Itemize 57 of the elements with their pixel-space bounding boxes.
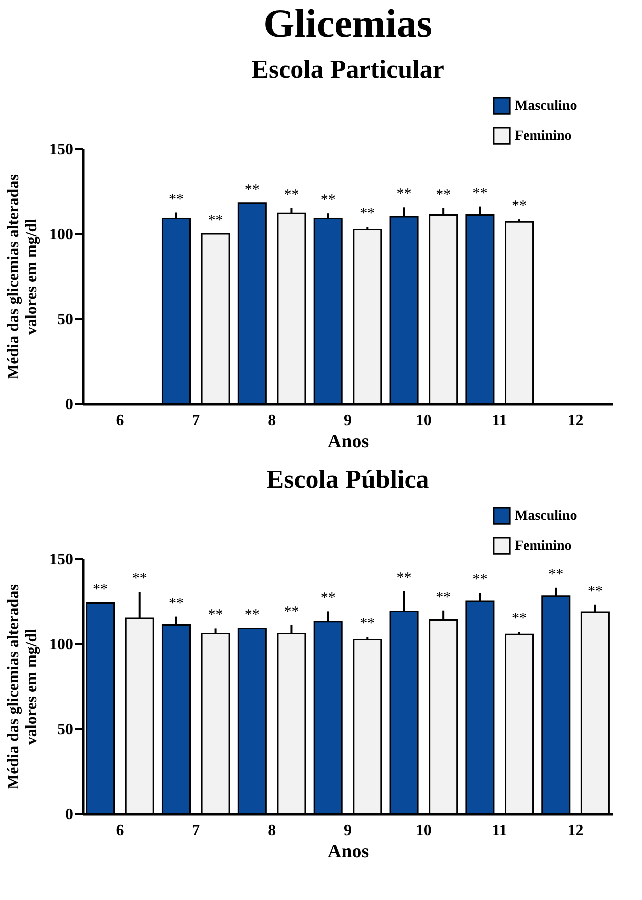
- data-label: **: [396, 186, 412, 203]
- data-label: **: [93, 582, 108, 598]
- x-tick-label: 6: [116, 822, 124, 840]
- x-tick-label: 11: [492, 822, 508, 840]
- y-axis-title: Média das glicemias alteradas valores em mg/dl: [6, 174, 40, 380]
- y-tick-label: 100: [50, 636, 74, 654]
- y-tick-label: 0: [66, 806, 74, 824]
- y-tick-label: 0: [66, 396, 74, 414]
- x-tick-label: 12: [568, 822, 584, 840]
- chart-title: Glicemias: [264, 1, 432, 46]
- x-tick-label: 8: [268, 822, 276, 840]
- chart-subtitle: Escola Particular: [252, 55, 444, 84]
- x-tick-label: 7: [192, 412, 200, 430]
- x-axis-title: Anos: [328, 842, 370, 862]
- data-label: **: [512, 611, 528, 628]
- data-label: **: [208, 608, 224, 624]
- y-tick-label: 100: [50, 226, 74, 244]
- data-label: **: [168, 192, 184, 208]
- x-tick-label: 10: [416, 412, 432, 430]
- data-label: **: [548, 566, 564, 583]
- y-tick-label: 150: [50, 552, 74, 568]
- chart-title: Escola Pública: [266, 465, 430, 494]
- data-label: **: [360, 206, 376, 222]
- x-tick-label: 9: [344, 822, 352, 840]
- legend-label: Masculino: [515, 99, 578, 114]
- data-label: **: [360, 616, 376, 632]
- legend-label: Feminino: [515, 539, 572, 554]
- x-tick-label: 11: [492, 412, 508, 430]
- x-tick-label: 7: [192, 822, 200, 840]
- x-tick-label: 8: [268, 412, 276, 430]
- data-label: **: [436, 188, 452, 204]
- data-label: **: [132, 571, 148, 588]
- data-label: **: [284, 188, 300, 204]
- data-label: **: [244, 608, 260, 624]
- data-label: **: [168, 596, 184, 612]
- data-label: **: [588, 584, 603, 600]
- data-label: **: [396, 570, 412, 586]
- legend-label: Feminino: [515, 129, 572, 144]
- data-label: **: [284, 604, 300, 620]
- y-tick-label: 150: [50, 142, 74, 158]
- data-label: **: [472, 186, 488, 202]
- y-tick-label: 50: [58, 722, 74, 738]
- y-axis-title: Média das glicemias alteradas valores em mg/dl: [6, 584, 40, 790]
- legend-label: Masculino: [515, 509, 578, 524]
- y-tick-label: 50: [58, 312, 74, 328]
- x-tick-label: 6: [116, 412, 124, 430]
- x-tick-label: 10: [416, 822, 432, 840]
- x-tick-label: 9: [344, 412, 352, 430]
- data-label: **: [320, 192, 336, 209]
- data-label: **: [436, 590, 452, 606]
- x-tick-label: 12: [568, 412, 584, 430]
- x-axis-title: Anos: [328, 432, 370, 452]
- data-label: **: [208, 213, 224, 229]
- data-label: **: [472, 572, 488, 588]
- data-label: **: [244, 182, 260, 198]
- data-label: **: [320, 590, 336, 607]
- data-label: **: [512, 198, 528, 215]
